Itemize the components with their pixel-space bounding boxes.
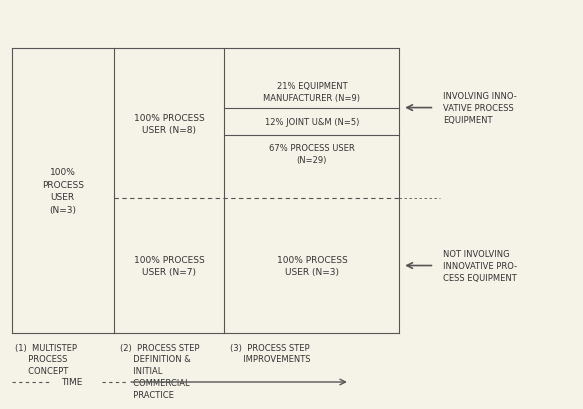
Text: 21% EQUIPMENT
MANUFACTURER (N=9): 21% EQUIPMENT MANUFACTURER (N=9) bbox=[264, 82, 360, 103]
Text: 100% PROCESS
USER (N=7): 100% PROCESS USER (N=7) bbox=[134, 255, 205, 276]
Text: 67% PROCESS USER
(N=29): 67% PROCESS USER (N=29) bbox=[269, 144, 355, 164]
Text: (3)  PROCESS STEP
     IMPROVEMENTS: (3) PROCESS STEP IMPROVEMENTS bbox=[230, 343, 311, 364]
Text: 12% JOINT U&M (N=5): 12% JOINT U&M (N=5) bbox=[265, 118, 359, 127]
Text: TIME: TIME bbox=[61, 378, 83, 387]
Text: NOT INVOLVING
INNOVATIVE PRO-
CESS EQUIPMENT: NOT INVOLVING INNOVATIVE PRO- CESS EQUIP… bbox=[443, 249, 517, 282]
Text: INVOLVING INNO-
VATIVE PROCESS
EQUIPMENT: INVOLVING INNO- VATIVE PROCESS EQUIPMENT bbox=[443, 92, 517, 125]
Text: 100% PROCESS
USER (N=3): 100% PROCESS USER (N=3) bbox=[276, 255, 347, 276]
Text: 100%
PROCESS
USER
(N=3): 100% PROCESS USER (N=3) bbox=[41, 168, 84, 214]
Text: (2)  PROCESS STEP
     DEFINITION &
     INITIAL
     COMMERCIAL
     PRACTICE: (2) PROCESS STEP DEFINITION & INITIAL CO… bbox=[120, 343, 199, 399]
Text: (1)  MULTISTEP
     PROCESS
     CONCEPT: (1) MULTISTEP PROCESS CONCEPT bbox=[15, 343, 76, 375]
Text: 100% PROCESS
USER (N=8): 100% PROCESS USER (N=8) bbox=[134, 113, 205, 135]
